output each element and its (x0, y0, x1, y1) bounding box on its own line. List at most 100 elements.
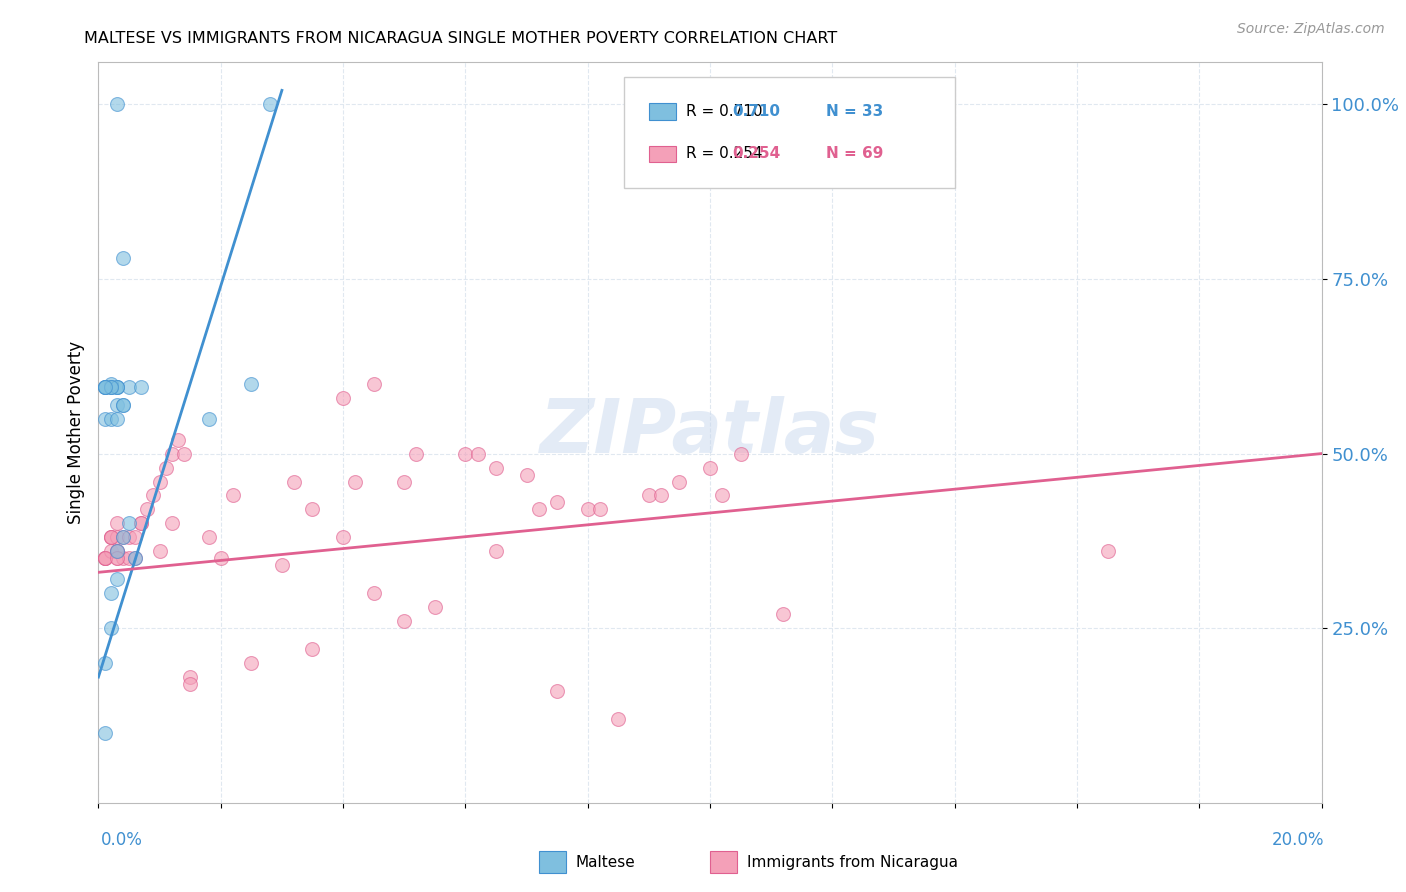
Point (118, 380, 141, 394)
Point (546, 684, 568, 698)
Point (240, 376, 263, 391)
Point (100, 530, 122, 544)
Point (105, 572, 128, 586)
Point (607, 712, 630, 726)
Point (160, 446, 183, 460)
Point (93, 726, 115, 740)
Point (93, 411, 115, 425)
Point (93, 551, 115, 566)
Point (100, 376, 122, 391)
Bar (538, 851, 565, 873)
Point (332, 391, 354, 405)
Point (392, 475, 416, 489)
Bar (710, 851, 737, 873)
Point (179, 677, 201, 691)
Point (111, 551, 134, 566)
Point (454, 446, 477, 460)
Point (118, 530, 141, 544)
Text: 0.254: 0.254 (733, 146, 780, 161)
Point (344, 475, 367, 489)
Point (668, 475, 690, 489)
Point (699, 460, 721, 475)
Point (149, 475, 172, 489)
Point (160, 516, 183, 531)
Point (392, 614, 416, 628)
Point (301, 642, 323, 657)
Point (93, 551, 115, 566)
Point (93, 656, 115, 670)
Point (423, 600, 446, 615)
Y-axis label: Single Mother Poverty: Single Mother Poverty (66, 341, 84, 524)
Text: R = 0.710: R = 0.710 (686, 104, 762, 120)
Point (118, 551, 141, 566)
Point (467, 446, 489, 460)
Point (711, 488, 734, 502)
Point (516, 467, 538, 482)
Text: R = 0.254: R = 0.254 (686, 146, 762, 161)
Text: 20.0%: 20.0% (1272, 831, 1324, 849)
Point (197, 411, 219, 425)
Point (93, 380, 115, 394)
Text: Maltese: Maltese (575, 855, 636, 870)
Point (93, 380, 115, 394)
Point (118, 516, 141, 531)
Point (129, 516, 152, 531)
Point (111, 251, 134, 265)
Point (100, 530, 122, 544)
Point (111, 530, 134, 544)
Point (93, 380, 115, 394)
Point (576, 502, 599, 516)
Point (485, 544, 508, 558)
Point (105, 97, 128, 112)
Point (124, 551, 146, 566)
Point (1097, 544, 1119, 558)
Point (124, 551, 146, 566)
Point (105, 411, 128, 425)
Text: ZIPatlas: ZIPatlas (540, 396, 880, 469)
Point (105, 380, 128, 394)
Point (209, 551, 232, 566)
Point (546, 495, 568, 509)
Point (93, 551, 115, 566)
Point (105, 516, 128, 531)
Text: N = 33: N = 33 (827, 104, 883, 120)
Text: 0.710: 0.710 (733, 104, 780, 120)
Point (173, 446, 195, 460)
Text: MALTESE VS IMMIGRANTS FROM NICARAGUA SINGLE MOTHER POVERTY CORRELATION CHART: MALTESE VS IMMIGRANTS FROM NICARAGUA SIN… (84, 31, 838, 46)
Point (93, 380, 115, 394)
Point (332, 530, 354, 544)
Point (111, 398, 134, 412)
Point (129, 380, 152, 394)
Point (222, 488, 245, 502)
Point (105, 544, 128, 558)
Point (637, 488, 661, 502)
Point (730, 446, 752, 460)
Point (100, 380, 122, 394)
Point (589, 502, 612, 516)
Point (100, 411, 122, 425)
Point (105, 398, 128, 412)
Point (100, 380, 122, 394)
Point (105, 544, 128, 558)
Point (259, 97, 281, 112)
Point (105, 551, 128, 566)
Point (111, 530, 134, 544)
Point (650, 488, 672, 502)
FancyBboxPatch shape (624, 78, 955, 188)
Point (100, 544, 122, 558)
Point (283, 475, 305, 489)
Point (527, 502, 550, 516)
Point (485, 460, 508, 475)
Point (149, 544, 172, 558)
Point (197, 530, 219, 544)
Point (93, 551, 115, 566)
Point (105, 551, 128, 566)
Point (270, 558, 292, 573)
Point (363, 586, 385, 600)
Point (105, 530, 128, 544)
Point (179, 670, 201, 684)
Point (363, 376, 385, 391)
Text: Immigrants from Nicaragua: Immigrants from Nicaragua (747, 855, 957, 870)
Text: 0.0%: 0.0% (101, 831, 143, 849)
Point (240, 656, 263, 670)
